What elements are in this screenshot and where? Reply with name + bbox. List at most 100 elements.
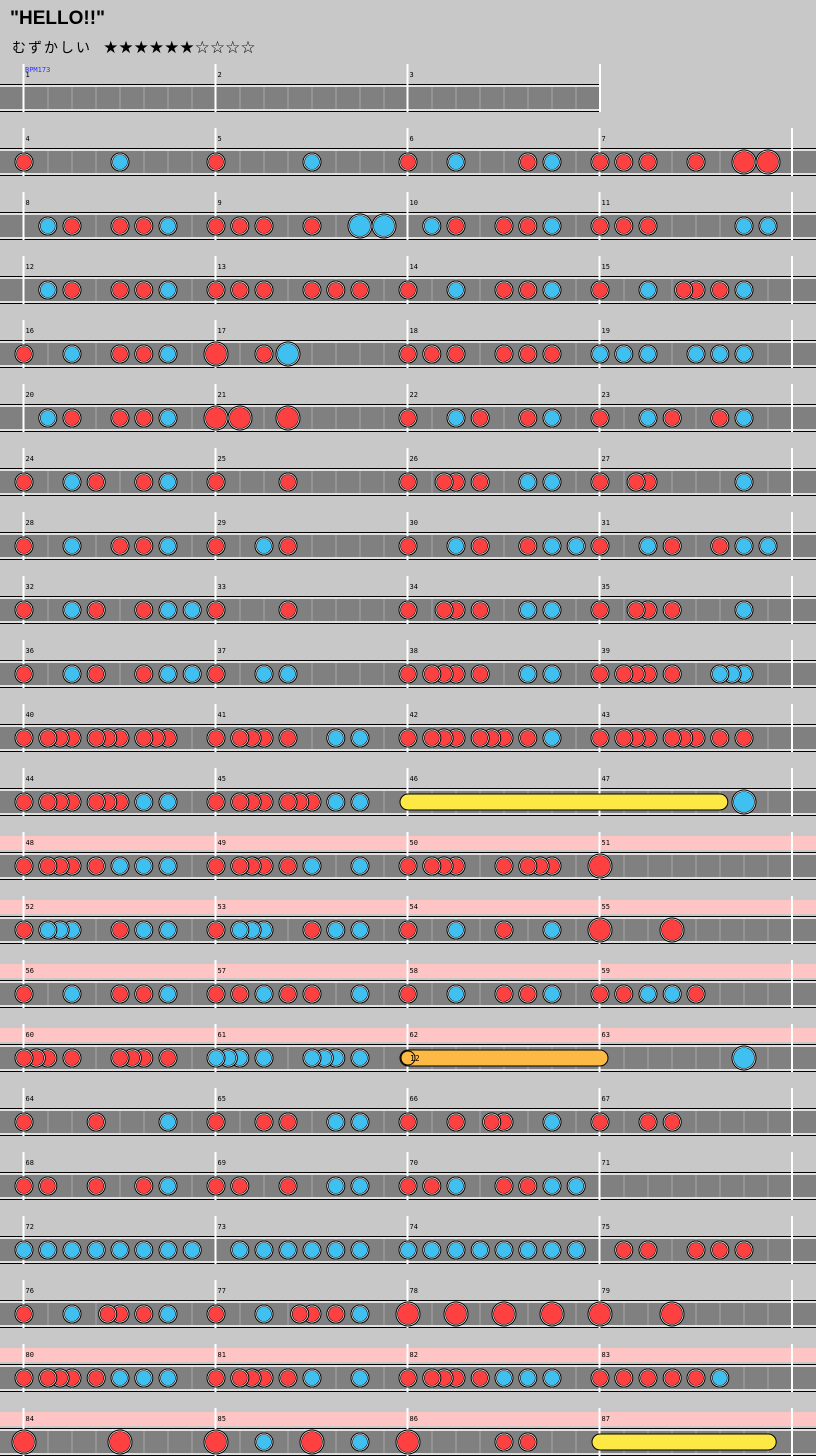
note-face [664,602,680,618]
note-face [544,1114,560,1130]
measure-number: 33 [218,583,226,591]
note-face [472,538,488,554]
note-face [424,1370,440,1386]
note-face [136,538,152,554]
measure-number: 2 [218,71,222,79]
note-face [544,282,560,298]
measure-number: 39 [602,647,610,655]
note-face [304,1050,320,1066]
note-face [589,1303,611,1325]
note-face [136,858,152,874]
note-face [160,602,176,618]
note-face [64,1050,80,1066]
measure-number: 51 [602,839,610,847]
note-face [304,986,320,1002]
note-face [400,1370,416,1386]
note-face [736,218,752,234]
note-face [757,151,779,173]
note-face [448,1178,464,1194]
note-face [352,1114,368,1130]
note-face [592,154,608,170]
note-face [112,410,128,426]
difficulty-stars: ★★★★★★☆☆☆☆ [103,38,256,58]
note-face [352,1434,368,1450]
note-face [64,986,80,1002]
note-face [112,986,128,1002]
measure-number: 86 [410,1415,418,1423]
note-face [64,666,80,682]
note-face [520,1370,536,1386]
note-face [541,1303,563,1325]
measure-number: 40 [26,711,34,719]
song-title: "HELLO!!" [10,8,106,29]
note-face [352,858,368,874]
measure-number: 34 [410,583,418,591]
note-face [400,1242,416,1258]
note-face [472,666,488,682]
note-face [760,538,776,554]
note-face [88,1242,104,1258]
note-face [448,154,464,170]
note-face [88,1114,104,1130]
note-face [616,1370,632,1386]
note-face [400,1178,416,1194]
note-face [400,922,416,938]
note-face [397,1303,419,1325]
measure-number: 69 [218,1159,226,1167]
note-face [208,986,224,1002]
note-face [16,666,32,682]
note-face [160,218,176,234]
note-face [712,666,728,682]
measure-number: 83 [602,1351,610,1359]
note-face [232,1242,248,1258]
note-face [592,1114,608,1130]
measure-number: 30 [410,519,418,527]
note-face [40,218,56,234]
note-face [184,602,200,618]
note-face [661,919,683,941]
note-face [304,1370,320,1386]
note-face [664,538,680,554]
note-face [520,410,536,426]
note-face [472,410,488,426]
note-face [40,922,56,938]
measure-number: 54 [410,903,418,911]
note-face [277,407,299,429]
note-face [304,218,320,234]
note-face [592,218,608,234]
note-face [208,794,224,810]
note-face [208,538,224,554]
note-face [736,538,752,554]
star-empty-icon: ☆ [240,37,256,58]
note-face [112,1242,128,1258]
measure-number: 21 [218,391,226,399]
note-face [160,1178,176,1194]
note-face [16,1050,32,1066]
measure-number: 12 [26,263,34,271]
note-face [160,346,176,362]
note-face [544,602,560,618]
note-face [352,794,368,810]
measure-number: 66 [410,1095,418,1103]
measure-number: 43 [602,711,610,719]
note-face [712,346,728,362]
note-face [400,410,416,426]
measure-number: 14 [410,263,418,271]
note-face [256,986,272,1002]
note-face [640,218,656,234]
note-face [304,1242,320,1258]
star-filled-icon: ★ [148,37,165,58]
note-face [208,1114,224,1130]
measure-number: 27 [602,455,610,463]
balloon-count: 12 [410,1054,420,1063]
note-face [736,346,752,362]
star-filled-icon: ★ [118,37,134,58]
measure-number: 22 [410,391,418,399]
measure-number: 37 [218,647,226,655]
note-face [520,218,536,234]
note-face [352,922,368,938]
note-face [40,858,56,874]
measure-number: 44 [26,775,34,783]
note-face [544,986,560,1002]
note-face [352,1370,368,1386]
